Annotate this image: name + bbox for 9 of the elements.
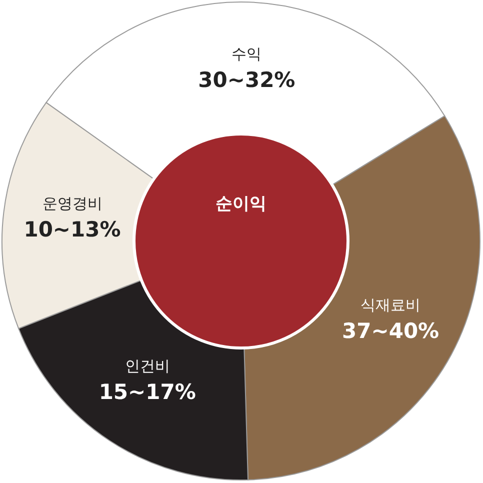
text: 15~17% — [98, 380, 196, 404]
slice-label: 식재료비 — [360, 296, 421, 314]
slice-label: 수익 — [232, 45, 262, 64]
text: 순이익 — [216, 194, 266, 214]
slice-label: 운영경비 — [42, 194, 102, 212]
text: 37~40% — [342, 318, 440, 343]
text: 10~13% — [24, 217, 121, 242]
slice-label: 인건비 — [124, 356, 170, 375]
text: 30~32% — [198, 68, 296, 92]
